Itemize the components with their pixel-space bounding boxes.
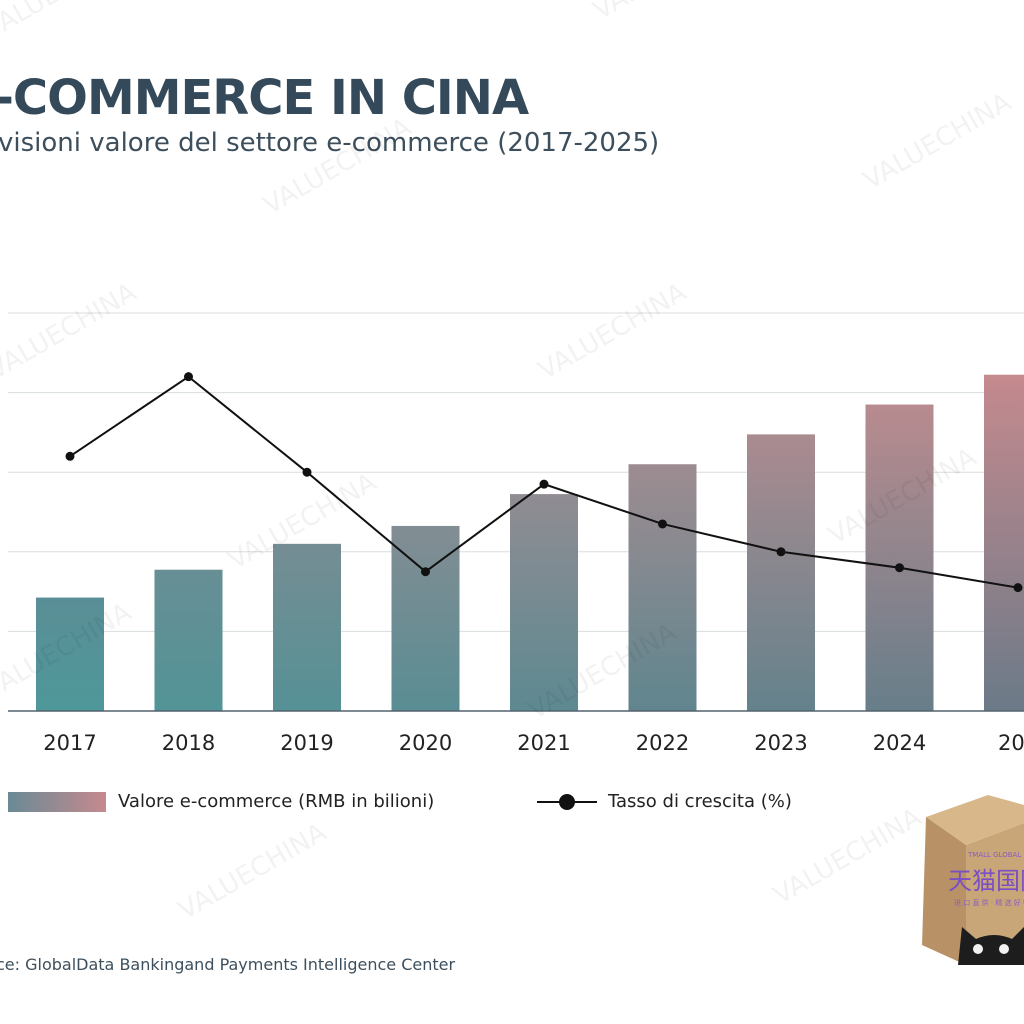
tmall-cat-icon bbox=[958, 927, 1024, 965]
legend: Valore e-commerce (RMB in bilioni) Tasso… bbox=[0, 788, 1024, 818]
bar-2017 bbox=[36, 597, 104, 711]
x-tick-label: 2020 bbox=[399, 731, 452, 755]
box-logo-text: 天猫国际 bbox=[948, 867, 1024, 895]
chart-title: -COMMERCE IN CINA bbox=[0, 70, 529, 126]
legend-bar-swatch bbox=[8, 792, 106, 812]
x-tick-label: 2018 bbox=[162, 731, 215, 755]
x-tick-label: 2022 bbox=[636, 731, 689, 755]
growth-point-2020 bbox=[421, 567, 430, 577]
bar-2023 bbox=[747, 434, 815, 711]
x-tick-label: 2024 bbox=[873, 731, 926, 755]
combo-chart: 2017 2018 2019 2020 2021 2022 2023 2024 202 bbox=[8, 312, 1024, 755]
x-tick-label: 2021 bbox=[517, 731, 570, 755]
source-note: ce: GlobalData Bankingand Payments Intel… bbox=[0, 955, 456, 974]
bar-2019 bbox=[273, 543, 341, 711]
growth-point-2017 bbox=[65, 451, 75, 461]
chart-subtitle: visioni valore del settore e-commerce (2… bbox=[0, 128, 660, 158]
x-tick-label: 2017 bbox=[43, 731, 96, 755]
bar-2021 bbox=[510, 494, 578, 711]
growth-point-2023 bbox=[776, 547, 786, 557]
bar-2022 bbox=[628, 464, 697, 711]
legend-line-swatch bbox=[537, 794, 597, 810]
bar-202 bbox=[984, 374, 1024, 711]
tmall-box-image: TMALL GLOBAL 天猫国际 进 口 直 供 · 精 选 好 物 bbox=[922, 795, 1024, 965]
bar-2020 bbox=[391, 525, 460, 711]
x-tick-label: 2019 bbox=[280, 731, 333, 755]
bar-2018 bbox=[154, 569, 223, 711]
growth-point-2018 bbox=[184, 372, 193, 382]
growth-point-2022 bbox=[658, 519, 667, 529]
box-small-line-2: 进 口 直 供 · 精 选 好 物 bbox=[954, 898, 1024, 907]
growth-point-202 bbox=[1013, 583, 1023, 593]
growth-point-2021 bbox=[539, 479, 549, 489]
watermark-text: VALUECHINA bbox=[769, 802, 927, 911]
bar-2024 bbox=[865, 404, 934, 711]
x-tick-label: 202 bbox=[998, 731, 1024, 755]
watermark-text: VALUECHINA bbox=[174, 817, 332, 926]
growth-point-2019 bbox=[302, 467, 312, 477]
box-small-line-1: TMALL GLOBAL bbox=[967, 851, 1021, 859]
legend-line-label: Tasso di crescita (%) bbox=[608, 791, 792, 812]
x-tick-label: 2023 bbox=[754, 731, 807, 755]
growth-point-2024 bbox=[895, 563, 904, 573]
legend-bar-label: Valore e-commerce (RMB in bilioni) bbox=[118, 791, 435, 812]
